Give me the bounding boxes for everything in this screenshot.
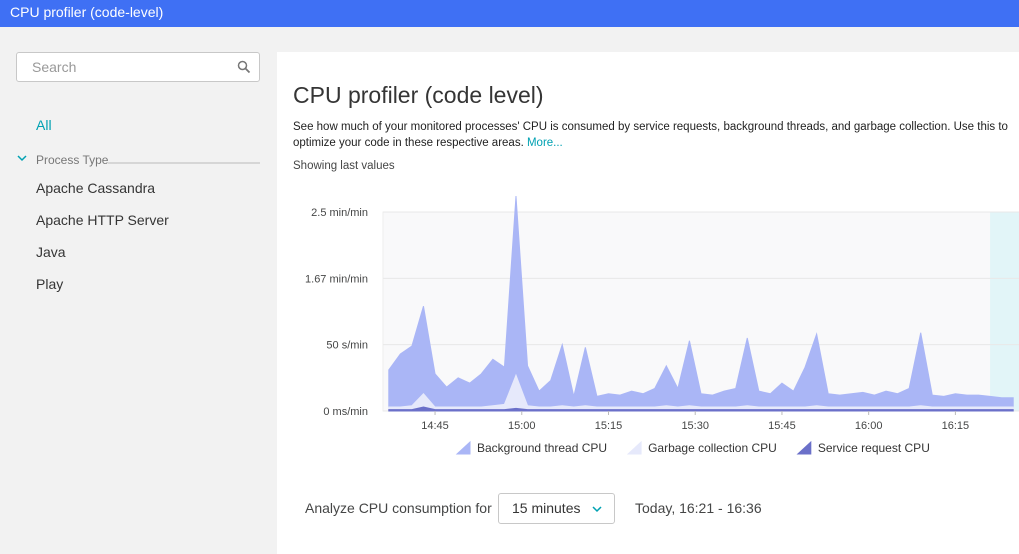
dropdown-chevron: [592, 506, 602, 513]
x-tick-label: 16:00: [855, 420, 883, 432]
main-panel: CPU profiler (code level) See how much o…: [277, 52, 1019, 554]
process-item[interactable]: Apache Cassandra: [36, 180, 156, 196]
y-tick-label: 0 ms/min: [323, 406, 368, 418]
x-tick-label: 15:30: [681, 420, 709, 432]
group-label: Process Type: [36, 153, 109, 167]
page-title: CPU profiler (code level): [293, 82, 544, 108]
area: [388, 406, 1014, 412]
selection: [990, 212, 1019, 411]
status: Showing last values: [293, 160, 395, 172]
x-tick-label: 14:45: [421, 420, 449, 432]
legend-icon: [796, 440, 812, 455]
process-item[interactable]: Apache HTTP Server: [36, 212, 169, 228]
group-header: [17, 155, 260, 164]
time-range: Today, 16:21 - 16:36: [635, 500, 762, 516]
top-bar: CPU profiler (code-level): [0, 0, 1019, 27]
description: See how much of your monitored processes…: [293, 119, 1019, 151]
y-tick-label: 50 s/min: [326, 340, 368, 352]
y-tick-label: 2.5 min/min: [311, 207, 368, 219]
legend-label: Service request CPU: [818, 441, 930, 455]
duration-dropdown[interactable]: 15 minutes: [498, 493, 615, 524]
y-tick-label: 1.67 min/min: [305, 273, 368, 285]
search-placeholder: Search: [32, 59, 77, 75]
legend-icon: [455, 440, 471, 455]
x-tick-label: 15:15: [595, 420, 623, 432]
description-text: See how much of your monitored processes…: [293, 121, 1008, 149]
x-tick-label: 15:45: [768, 420, 796, 432]
x-tick-label: 15:00: [508, 420, 536, 432]
legend-icon: [626, 440, 642, 455]
x-tick-label: 16:15: [942, 420, 970, 432]
search-box[interactable]: Search: [16, 52, 260, 82]
analyze-label: Analyze CPU consumption for: [305, 500, 492, 516]
legend-label: Background thread CPU: [477, 441, 607, 455]
chart: 0 ms/min 50 s/min 1.67 min/min 2.5 min/min 1…: [305, 196, 1019, 455]
legend-label: Garbage collection CPU: [648, 441, 777, 455]
more-link[interactable]: More...: [526, 137, 563, 149]
process-item[interactable]: Play: [36, 276, 64, 292]
process-item[interactable]: Java: [36, 244, 66, 260]
filter-all[interactable]: All: [36, 117, 52, 133]
dropdown-value: 15 minutes: [512, 500, 581, 516]
search-icon: [237, 60, 251, 74]
